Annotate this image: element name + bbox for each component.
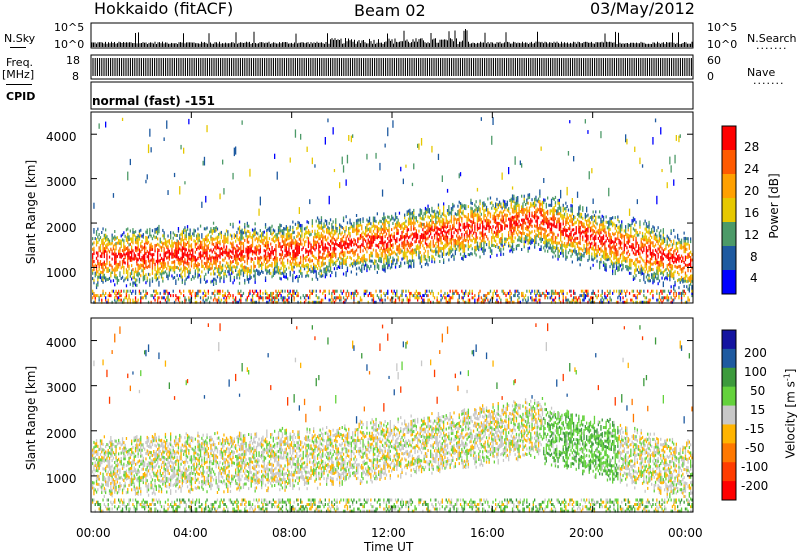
- power-colorbar-swatch: [722, 174, 736, 199]
- nave-tick-high: 60: [707, 54, 721, 67]
- velocity-colorbar-swatch: [722, 405, 736, 425]
- date-label: 03/May/2012: [590, 0, 695, 18]
- cpid-label: CPID: [6, 90, 36, 103]
- velocity-ytick-4000: 4000: [46, 336, 77, 350]
- noise-tick-high-right: 10^5: [707, 21, 738, 34]
- velocity-scatter: [92, 323, 693, 513]
- velocity-cbar-tick-100: 100: [744, 365, 767, 379]
- nave-label: Nave: [747, 66, 776, 79]
- xtick-1600: 16:00: [470, 526, 505, 540]
- freq-nave-panel: [90, 54, 694, 80]
- power-cbar-tick-24: 24: [744, 162, 760, 176]
- nsky-label: N.Sky: [4, 32, 36, 45]
- freq-line: [6, 84, 32, 85]
- noise-panel: [90, 22, 694, 49]
- power-ytick-1000: 1000: [46, 266, 77, 280]
- velocity-cbar-tick-200: 200: [744, 346, 767, 360]
- noise-tick-low-left: 10^0: [54, 38, 85, 51]
- velocity-colorbar-swatch: [722, 424, 736, 444]
- xtick-1200: 12:00: [371, 526, 406, 540]
- velocity-colorbar-swatch: [722, 443, 736, 463]
- velocity-ytick-3000: 3000: [46, 381, 77, 395]
- power-cbar-label: Power [dB]: [767, 173, 781, 239]
- nsearch-label: N.Search: [747, 32, 797, 45]
- power-colorbar-swatch: [722, 126, 736, 151]
- velocity-cbar-tick-m200: -200: [741, 479, 769, 493]
- velocity-colorbar-swatch: [722, 386, 736, 407]
- xtick-0400: 04:00: [173, 526, 208, 540]
- velocity-cbar-tick-m50: -50: [745, 441, 765, 455]
- power-cbar-tick-12: 12: [744, 228, 760, 242]
- power-cbar-tick-28: 28: [744, 140, 760, 154]
- velocity-ylabel: Slant Range [km]: [24, 365, 38, 471]
- nsky-line: [10, 47, 26, 48]
- velocity-ytick-2000: 2000: [46, 427, 77, 441]
- nave-tick-low: 0: [707, 70, 714, 83]
- velocity-cbar-tick-m15: -15: [745, 422, 765, 436]
- velocity-colorbar-frame: [721, 329, 737, 501]
- power-cbar-tick-4: 4: [750, 271, 758, 285]
- nsearch-dots: .......: [756, 39, 788, 52]
- power-colorbar-swatch: [722, 222, 736, 247]
- velocity-colorbar-swatch: [722, 330, 736, 350]
- power-colorbar-swatch: [722, 270, 736, 295]
- cpid-value: normal (fast) -151: [92, 94, 215, 108]
- velocity-colorbar-swatch: [722, 481, 736, 501]
- velocity-cbar-tick-50: 50: [750, 384, 766, 398]
- velocity-ytick-1000: 1000: [46, 472, 77, 486]
- xtick-0800: 08:00: [272, 526, 307, 540]
- velocity-colorbar-swatch: [722, 462, 736, 482]
- xtick-0000-end: 00:00: [668, 526, 703, 540]
- freq-tick-high: 18: [66, 54, 80, 67]
- power-ytick-2000: 2000: [46, 221, 77, 235]
- velocity-colorbar-swatch: [722, 348, 736, 369]
- power-colorbar-swatch: [722, 246, 736, 271]
- velocity-cbar-tick-m100: -100: [741, 460, 769, 474]
- velocity-colorbar-swatch: [722, 367, 736, 388]
- power-ylabel: Slant Range [km]: [24, 159, 38, 265]
- power-colorbar-swatch: [722, 150, 736, 175]
- freq-unit: [MHz]: [2, 68, 35, 81]
- xtick-2000: 20:00: [569, 526, 604, 540]
- velocity-cbar-label: Velocity [m s-1]: [782, 368, 798, 459]
- noise-sky-trace: [91, 29, 693, 47]
- power-cbar-tick-8: 8: [750, 250, 758, 264]
- freq-label: Freq.: [6, 56, 34, 69]
- noise-tick-high-left: 10^5: [54, 21, 85, 34]
- velocity-panel-bg: [91, 318, 693, 512]
- power-colorbar-frame: [721, 125, 737, 295]
- freq-tick-low: 8: [72, 70, 79, 83]
- nave-dots: .......: [753, 74, 785, 87]
- power-ytick-4000: 4000: [46, 130, 77, 144]
- noise-tick-low-right: 10^0: [707, 38, 738, 51]
- power-ytick-3000: 3000: [46, 175, 77, 189]
- power-colorbar-swatch: [722, 198, 736, 223]
- power-panel-bg: [91, 112, 693, 303]
- station-title: Hokkaido (fitACF): [94, 0, 234, 18]
- power-scatter: [92, 117, 693, 304]
- xtick-0000: 00:00: [76, 526, 111, 540]
- beam-label: Beam 02: [354, 1, 426, 20]
- power-cbar-tick-16: 16: [744, 206, 760, 220]
- cpid-panel: [90, 81, 694, 110]
- xlabel: Time UT: [364, 540, 414, 554]
- velocity-cbar-tick-15: 15: [750, 403, 766, 417]
- freq-trace: [92, 58, 692, 76]
- power-cbar-tick-20: 20: [744, 184, 760, 198]
